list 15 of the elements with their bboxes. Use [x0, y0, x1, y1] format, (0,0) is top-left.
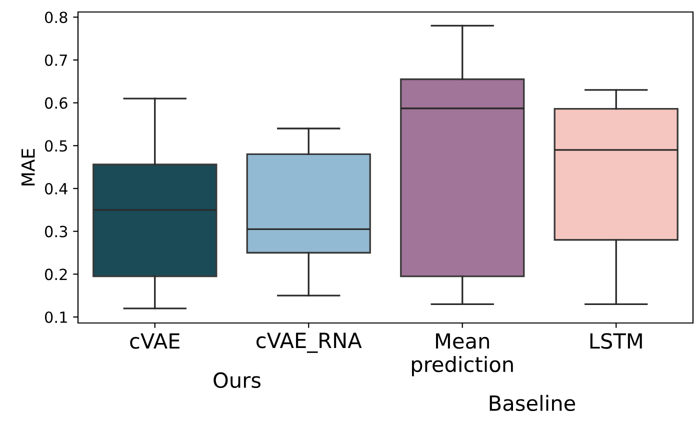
y-tick-label: 0.2 [44, 268, 67, 280]
y-tick-label: 0.5 [44, 140, 67, 152]
y-tick-label: 0.1 [44, 311, 67, 324]
text: Ours [214, 372, 260, 388]
y-tick-label: 0.8 [44, 12, 68, 24]
x-tick-label: cVAE [130, 333, 180, 349]
x-tick-label: Mean prediction [412, 333, 513, 376]
x-tick-label: LSTM [590, 333, 642, 349]
y-tick-label: 0.3 [44, 226, 68, 238]
y-tick-label: 0.4 [44, 182, 68, 195]
text: Baseline [490, 394, 576, 412]
x-tick-label: cVAE_RNA [256, 332, 362, 353]
y-tick-label: 0.6 [44, 97, 68, 109]
y-tick-label: 0.7 [44, 54, 67, 66]
y-axis-title: MAE [22, 148, 35, 186]
